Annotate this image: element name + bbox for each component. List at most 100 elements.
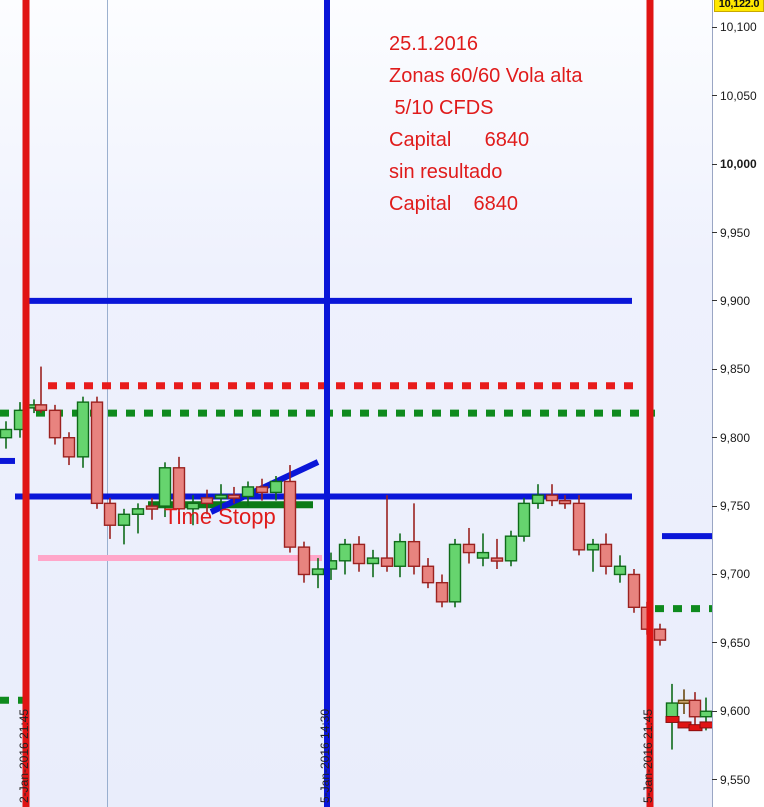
candle-body: [227, 494, 241, 499]
candle-body: [103, 502, 117, 526]
candlestick: [158, 462, 172, 518]
candle-body: [269, 480, 283, 494]
candlestick: [545, 484, 559, 507]
candle-body: [531, 494, 545, 505]
candle-body: [172, 467, 186, 510]
tick-label: 9,850: [720, 362, 751, 377]
candlestick: [517, 497, 531, 542]
candle-body: [352, 543, 366, 565]
candlestick: [421, 558, 435, 589]
candle-body: [90, 401, 104, 505]
tick-mark: [712, 505, 717, 507]
note-line-4: sin resultado: [389, 161, 503, 183]
tick-mark: [712, 26, 717, 28]
entry-dot: [699, 721, 712, 729]
candlestick: [407, 503, 421, 575]
candle-body: [421, 565, 435, 584]
tick-label: 9,750: [720, 499, 751, 514]
candlestick: [586, 538, 600, 572]
candle-body: [145, 505, 159, 510]
candle-body: [311, 568, 325, 576]
candlestick: [531, 484, 545, 509]
candlestick: [311, 558, 325, 589]
candle-body: [297, 546, 311, 576]
candlestick: [627, 569, 641, 613]
candlestick: [613, 555, 627, 583]
trade-note-annotation: 25.1.2016 Zonas 60/60 Vola alta 5/10 CFDS…: [389, 28, 669, 220]
candlestick: [241, 481, 255, 507]
candlestick: [0, 421, 13, 449]
tick-mark: [712, 642, 717, 644]
date-label: 5-Jan-2016 14:30: [318, 708, 332, 803]
candlestick: [338, 538, 352, 575]
candle-body: [255, 486, 269, 494]
tick-mark: [712, 368, 717, 370]
note-line-3: Capital 6840: [389, 129, 530, 151]
candlestick: [62, 432, 76, 466]
date-label: 5-Jan-2016 21:45: [641, 708, 655, 803]
tick-label: 9,700: [720, 567, 751, 582]
candle-body: [186, 502, 200, 510]
candle-body: [0, 428, 13, 439]
candlestick: [462, 527, 476, 564]
tick-label: 9,800: [720, 430, 751, 445]
candle-body: [407, 540, 421, 567]
candlestick: [599, 533, 613, 575]
candle-body: [241, 486, 255, 498]
tick-mark: [712, 437, 717, 439]
candle-body: [545, 494, 559, 502]
tick-mark: [712, 300, 717, 302]
candlestick: [172, 456, 186, 520]
candlestick: [490, 538, 504, 570]
candle-body: [599, 543, 613, 567]
candle-body: [627, 573, 641, 609]
candlestick: [200, 489, 214, 515]
candlestick: [186, 495, 200, 526]
candlestick: [352, 536, 366, 572]
candle-body: [62, 436, 76, 458]
tick-label: 10,000: [720, 157, 757, 172]
candlestick: [90, 396, 104, 509]
candle-body: [380, 557, 394, 567]
candle-body: [558, 499, 572, 505]
candle-body: [200, 497, 214, 505]
price-axis[interactable]: 10,100 10,050 10,000 9,950 9,900 9,850 9,800 9,…: [712, 0, 764, 807]
candlestick: [255, 478, 269, 501]
tick-mark: [712, 779, 717, 781]
candle-body: [490, 557, 504, 562]
candle-body: [448, 543, 462, 603]
candlestick: [476, 533, 490, 567]
candlestick: [688, 692, 702, 728]
candle-body: [48, 409, 62, 439]
note-line-1: Zonas 60/60 Vola alta: [389, 65, 583, 87]
candlestick: [558, 495, 572, 509]
tick-label: 9,900: [720, 293, 751, 308]
candle-body: [338, 543, 352, 562]
candlestick: [448, 538, 462, 608]
candle-body: [572, 502, 586, 551]
gridline-vertical: [107, 0, 108, 807]
candle-body: [76, 401, 90, 458]
chart-plot-area[interactable]: 2-Jan-2016 21:45 5-Jan-2016 14:30 5-Jan-20…: [0, 0, 712, 807]
candlestick: [214, 484, 228, 509]
candlestick: [366, 549, 380, 578]
candle-body: [214, 494, 228, 499]
candlestick: [131, 503, 145, 534]
axis-spine: [712, 0, 713, 807]
candlestick: [572, 495, 586, 556]
candle-body: [366, 557, 380, 565]
candlestick: [117, 508, 131, 545]
tick-mark: [712, 232, 717, 234]
time-stopp-label: Time Stopp: [164, 504, 276, 529]
entry-dot: [665, 715, 680, 723]
candle-body: [476, 551, 490, 559]
vertical-marker-lines: [22, 0, 654, 807]
candle-body: [283, 480, 297, 548]
candlestick: [269, 475, 283, 501]
candlestick: [283, 465, 297, 553]
tick-label: 9,650: [720, 635, 751, 650]
candle-body: [613, 565, 627, 576]
candlestick: [504, 530, 518, 567]
tick-label: 9,600: [720, 704, 751, 719]
